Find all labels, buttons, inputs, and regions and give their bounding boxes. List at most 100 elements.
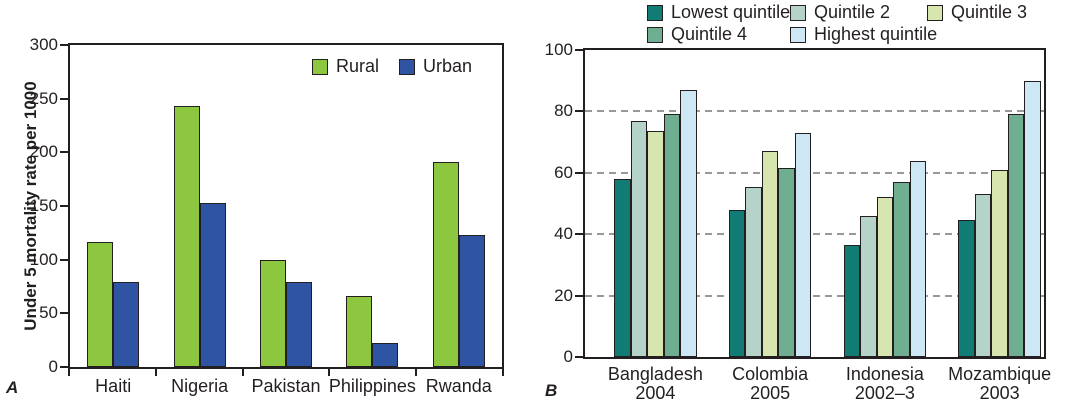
panel-b-quintile-chart: B 0 20 40 60 80 100 Bangladesh 2004 Colombia 2005… <box>535 0 1069 404</box>
bar-rural <box>346 296 373 367</box>
bar-rural <box>260 259 286 367</box>
bar-rural <box>87 242 114 367</box>
legend-swatch-icon <box>790 4 806 21</box>
legend-swatch-icon <box>647 4 663 21</box>
panel-a-rural-urban-chart: Under 5 mortality rate per 1000 Rural Urb… <box>6 35 504 397</box>
category-label: Mozambique 2003 <box>948 364 1052 403</box>
y-tick-label: 100 <box>29 249 58 269</box>
y-tick-label: 0 <box>563 347 573 366</box>
bar-quintile-3 <box>991 169 1008 357</box>
legend-swatch-icon <box>790 26 806 43</box>
legend-label: Urban <box>423 56 473 76</box>
x-tick-mark <box>241 369 244 376</box>
y-tick-label: 60 <box>554 162 573 182</box>
category-label: Nigeria <box>171 376 229 396</box>
y-tick-mark <box>575 171 583 174</box>
legend-swatch-icon <box>399 58 416 75</box>
bar-urban <box>372 343 399 367</box>
bar-lowest-quintile <box>958 220 975 357</box>
bar-highest-quintile <box>794 132 812 357</box>
bar-lowest-quintile <box>728 209 746 357</box>
x-tick-mark <box>68 369 70 376</box>
y-tick-mark <box>575 49 583 51</box>
y-tick-mark <box>575 233 583 236</box>
category-label: Haiti <box>95 376 132 396</box>
bar-urban <box>458 234 485 367</box>
legend-item: Urban <box>399 56 472 77</box>
y-tick-label: 150 <box>29 196 58 215</box>
legend-item: Highest quintile <box>790 24 937 45</box>
bar-lowest-quintile <box>614 178 631 357</box>
gridline-60 <box>585 171 1044 174</box>
gridline-80 <box>585 110 1044 113</box>
legend-swatch-icon <box>647 26 663 43</box>
y-tick-mark <box>60 258 68 261</box>
x-tick-mark <box>415 369 418 376</box>
x-tick-mark <box>502 369 504 376</box>
y-tick-mark <box>60 205 68 207</box>
legend-label: Lowest quintile <box>671 2 791 22</box>
y-tick-label: 20 <box>554 285 573 305</box>
bar-highest-quintile <box>909 160 927 357</box>
bar-urban <box>286 282 312 367</box>
y-tick-label: 300 <box>29 35 58 54</box>
y-tick-mark <box>575 294 583 297</box>
legend-item: Quintile 3 <box>927 2 1027 23</box>
panel-letter-b: B <box>545 381 558 400</box>
y-tick-label: 100 <box>544 40 573 59</box>
legend-label: Quintile 4 <box>671 24 748 44</box>
y-tick-label: 50 <box>39 303 58 323</box>
y-tick-label: 40 <box>554 224 573 244</box>
legend-rural-urban: Rural Urban <box>312 56 472 77</box>
legend-label: Highest quintile <box>814 24 938 44</box>
legend-label: Rural <box>336 56 380 76</box>
bar-quintile-4 <box>893 182 910 357</box>
y-tick-mark <box>60 97 68 100</box>
bar-quintile-2 <box>745 186 762 357</box>
bar-quintile-4 <box>778 168 795 357</box>
y-tick-mark <box>575 110 583 113</box>
bar-urban <box>199 202 226 367</box>
bar-lowest-quintile <box>843 244 861 357</box>
y-tick-mark <box>60 366 68 368</box>
y-tick-label: 80 <box>554 101 573 121</box>
y-tick-mark <box>60 44 68 46</box>
gridline-40 <box>585 233 1044 236</box>
y-tick-label: 0 <box>48 357 58 376</box>
category-label: Pakistan <box>251 376 321 396</box>
y-tick-mark <box>60 151 68 154</box>
y-tick-label: 200 <box>29 142 58 162</box>
legend-label: Quintile 3 <box>951 2 1028 22</box>
y-tick-mark <box>575 356 583 358</box>
bar-quintile-3 <box>761 151 779 357</box>
bar-urban <box>113 282 140 367</box>
legend-swatch-icon <box>312 58 328 75</box>
x-tick-mark <box>154 369 157 376</box>
category-label: Rwanda <box>425 376 492 396</box>
legend-item: Rural <box>312 56 379 77</box>
bar-quintile-2 <box>860 215 877 357</box>
bar-quintile-2 <box>974 194 992 357</box>
legend-swatch-icon <box>927 4 943 21</box>
bar-quintile-4 <box>1007 114 1025 357</box>
bar-highest-quintile <box>680 89 697 357</box>
panel-letter-a: A <box>6 378 19 397</box>
category-label: Philippines <box>328 376 416 396</box>
category-label: Bangladesh 2004 <box>607 364 703 403</box>
legend-label: Quintile 2 <box>814 2 891 22</box>
bar-quintile-3 <box>647 131 664 357</box>
y-tick-label: 250 <box>29 88 58 108</box>
gridline-20 <box>585 294 1044 297</box>
legend-item: Lowest quintile <box>647 2 790 23</box>
bar-rural <box>173 106 200 367</box>
y-tick-mark <box>60 312 68 315</box>
legend-item: Quintile 2 <box>790 2 890 23</box>
category-label: Colombia 2005 <box>732 364 809 403</box>
legend-item: Quintile 4 <box>647 24 747 45</box>
x-tick-mark <box>328 369 331 376</box>
bar-quintile-4 <box>663 114 681 357</box>
bar-highest-quintile <box>1024 80 1041 357</box>
bar-rural <box>432 161 459 367</box>
bar-quintile-3 <box>876 197 894 357</box>
